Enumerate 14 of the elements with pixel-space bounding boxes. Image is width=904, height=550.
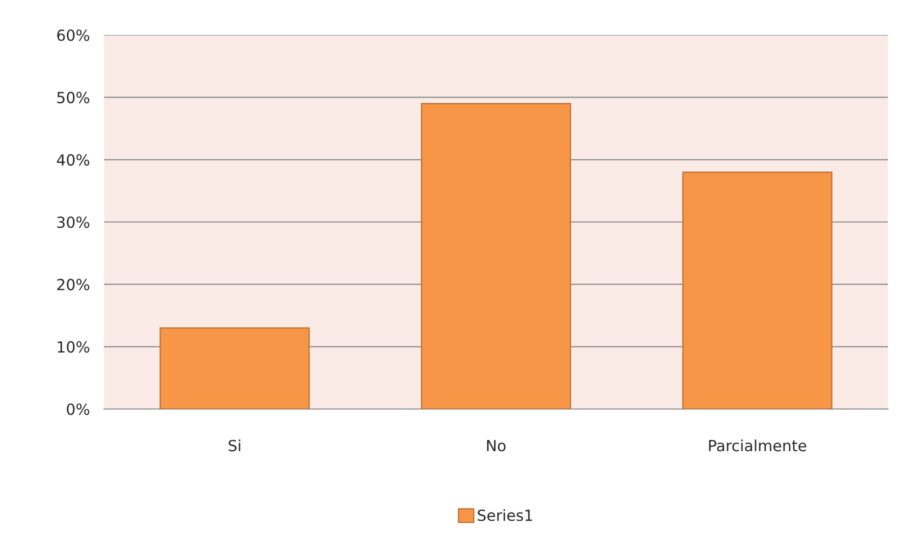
x-tick-label: Si [228, 440, 240, 452]
y-tick-label: 20% [57, 278, 90, 290]
y-tick-label: 60% [57, 29, 90, 42]
y-tick-label: 50% [57, 92, 90, 104]
x-tick-label: No [487, 440, 506, 452]
bar [420, 103, 572, 409]
legend-label: Series1 [478, 509, 532, 522]
y-tick-label: 30% [57, 216, 90, 228]
bar [160, 327, 310, 409]
y-tick-label: 0% [66, 403, 90, 416]
y-tick-label: 40% [56, 154, 90, 166]
bar [682, 172, 832, 409]
x-tick-label: Parcialmente [709, 440, 806, 452]
y-tick-label: 10% [58, 341, 90, 353]
